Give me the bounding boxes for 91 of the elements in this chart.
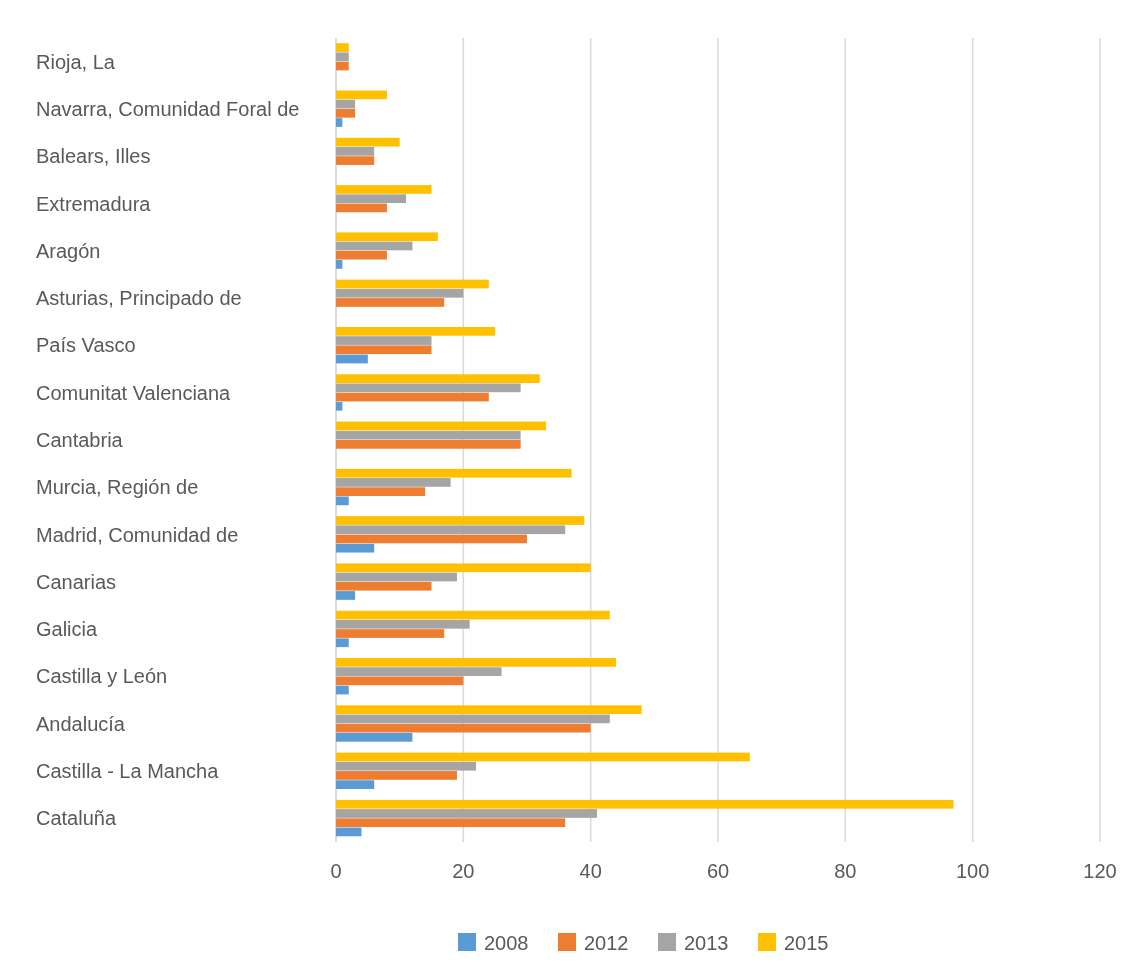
bar	[336, 99, 356, 109]
y-tick-label: Castilla - La Mancha	[36, 760, 220, 783]
bar	[336, 525, 566, 535]
y-tick-label: Castilla y León	[36, 665, 168, 688]
bar	[336, 185, 432, 194]
y-tick-label: País Vasco	[36, 334, 136, 357]
bar	[336, 156, 375, 165]
bar	[336, 496, 349, 506]
y-tick-label: Comunitat Valenciana	[36, 381, 232, 404]
bar	[336, 780, 375, 789]
bar	[336, 468, 572, 478]
bar	[336, 421, 547, 431]
bar	[336, 90, 387, 100]
y-tick-label: Balears, Illes	[36, 145, 151, 168]
bar	[336, 326, 496, 336]
bar	[336, 383, 521, 393]
bar	[336, 241, 413, 251]
bar	[336, 118, 343, 127]
bar	[336, 771, 457, 780]
x-tick-label: 40	[579, 860, 602, 882]
y-tick-label: Extremadura	[36, 192, 152, 215]
bar	[336, 638, 349, 648]
y-tick-label: Aragón	[36, 239, 101, 262]
y-tick-label: Andalucía	[36, 712, 126, 735]
bar	[336, 194, 407, 204]
bar	[336, 52, 349, 62]
bar	[336, 685, 349, 695]
y-tick-label: Rioja, La	[36, 50, 116, 73]
bar	[336, 619, 470, 629]
bar	[336, 534, 527, 544]
bar	[336, 572, 457, 582]
bar	[336, 610, 610, 620]
bar	[336, 667, 502, 676]
legend-label: 2012	[584, 932, 629, 954]
y-tick-label: Madrid, Comunidad de	[36, 523, 239, 546]
bar	[336, 250, 387, 260]
y-tick-label: Cantabria	[36, 429, 124, 451]
bar	[336, 591, 356, 600]
y-tick-label: Galicia	[36, 618, 99, 641]
bar	[336, 478, 451, 487]
bar	[336, 827, 362, 837]
bar	[336, 430, 521, 440]
x-tick-label: 20	[452, 860, 475, 882]
bar	[336, 401, 343, 411]
bar	[336, 147, 375, 156]
bar	[336, 137, 400, 147]
x-tick-label: 100	[955, 860, 990, 882]
y-tick-label: Navarra, Comunidad Foral de	[36, 97, 300, 120]
bar	[336, 581, 432, 591]
bar	[336, 232, 438, 242]
bar	[336, 818, 566, 828]
x-tick-label: 120	[1083, 860, 1117, 882]
bar	[336, 260, 343, 269]
bar	[336, 440, 521, 449]
legend-label: 2015	[784, 932, 829, 954]
y-tick-label: Asturias, Principado de	[36, 287, 242, 310]
x-tick-label: 0	[330, 860, 342, 882]
bar	[336, 761, 477, 771]
bar	[336, 723, 591, 733]
bar	[336, 345, 432, 355]
bar	[336, 752, 750, 762]
bar	[336, 392, 489, 402]
legend-label: 2013	[684, 932, 729, 954]
x-tick-label: 60	[706, 860, 730, 882]
bar	[336, 705, 642, 715]
bar	[336, 732, 413, 742]
x-tick-label: 80	[834, 860, 857, 882]
bar	[336, 203, 387, 213]
y-tick-label: Canarias	[36, 570, 117, 593]
bar	[336, 43, 349, 52]
bar	[336, 279, 489, 289]
bar	[336, 298, 445, 307]
y-tick-label: Cataluña	[36, 807, 117, 830]
bar	[336, 629, 445, 638]
legend-label: 2008	[484, 932, 529, 954]
bar	[336, 288, 464, 298]
y-tick-label: Murcia, Región de	[36, 476, 199, 499]
bar	[336, 658, 617, 667]
bar	[336, 108, 356, 118]
bar	[336, 61, 349, 71]
bar	[336, 543, 375, 553]
bar	[336, 714, 610, 724]
bar	[336, 487, 426, 497]
bar	[336, 354, 368, 364]
bar	[336, 516, 585, 525]
bar	[336, 563, 591, 573]
bar	[336, 676, 464, 686]
bar	[336, 374, 540, 383]
bar	[336, 809, 598, 818]
bar	[336, 336, 432, 345]
bar	[336, 799, 954, 809]
